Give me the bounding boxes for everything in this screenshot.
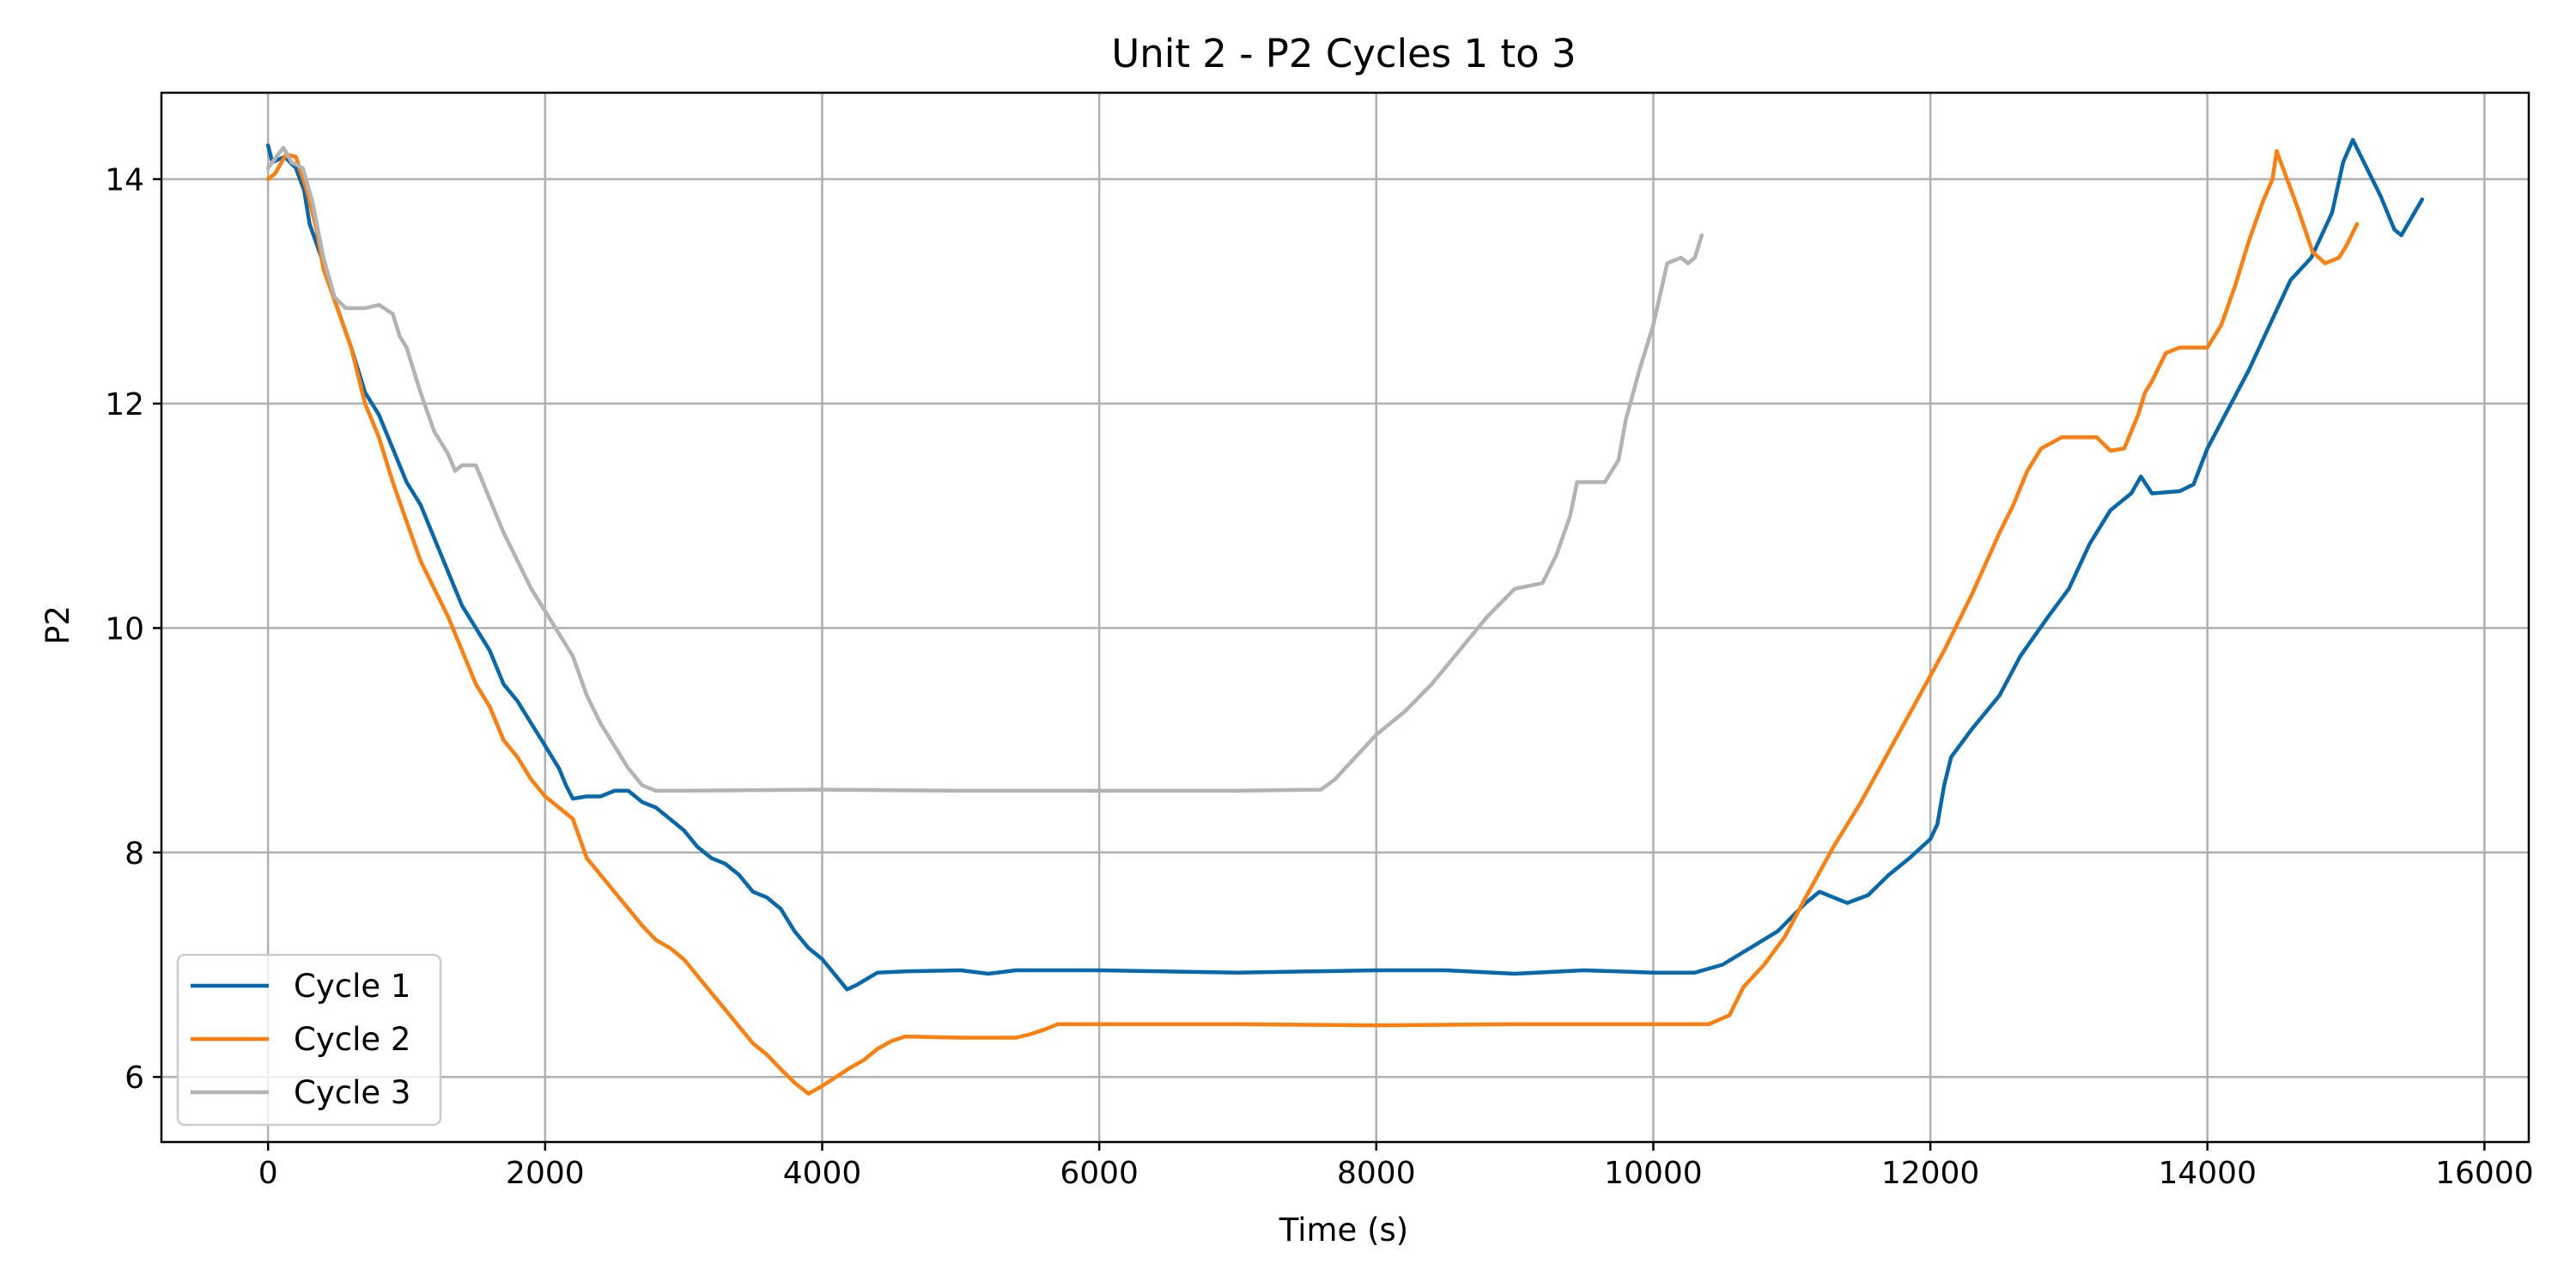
grid — [161, 93, 2529, 1142]
y-tick-label: 6 — [125, 1060, 144, 1096]
legend-label: Cycle 3 — [294, 1074, 410, 1111]
x-tick-label: 0 — [258, 1156, 278, 1191]
series-line-cycle-1 — [265, 137, 2425, 992]
legend-label: Cycle 1 — [294, 968, 410, 1005]
y-axis-label: P2 — [39, 605, 76, 645]
x-tick-label: 14000 — [2158, 1156, 2257, 1191]
axis-ticks: 0 2000 4000 6000 8000 10000 12000 14000 16000 6 8 1… — [105, 163, 2533, 1191]
x-tick-label: 2000 — [506, 1156, 585, 1191]
series-line-cycle-3 — [265, 145, 1704, 793]
y-tick-label: 10 — [105, 611, 144, 647]
x-tick-label: 6000 — [1060, 1156, 1139, 1191]
series-lines — [265, 137, 2425, 1097]
y-tick-label: 12 — [105, 387, 144, 422]
legend-box — [176, 953, 442, 1127]
x-tick-label: 8000 — [1337, 1156, 1416, 1191]
y-tick-label: 8 — [125, 836, 144, 872]
y-tick-label: 14 — [105, 163, 144, 198]
series-line-cycle-2 — [265, 149, 2360, 1097]
plot-frame — [160, 91, 2530, 1144]
chart-title: Unit 2 - P2 Cycles 1 to 3 — [1111, 31, 1576, 76]
x-tick-label: 16000 — [2435, 1156, 2534, 1191]
legend: Cycle 1 Cycle 2 Cycle 3 — [176, 953, 442, 1127]
legend-label: Cycle 2 — [294, 1021, 410, 1058]
x-tick-label: 12000 — [1881, 1156, 1980, 1191]
x-tick-label: 10000 — [1604, 1156, 1703, 1191]
x-tick-label: 4000 — [783, 1156, 862, 1191]
x-axis-label: Time (s) — [1279, 1212, 1408, 1249]
